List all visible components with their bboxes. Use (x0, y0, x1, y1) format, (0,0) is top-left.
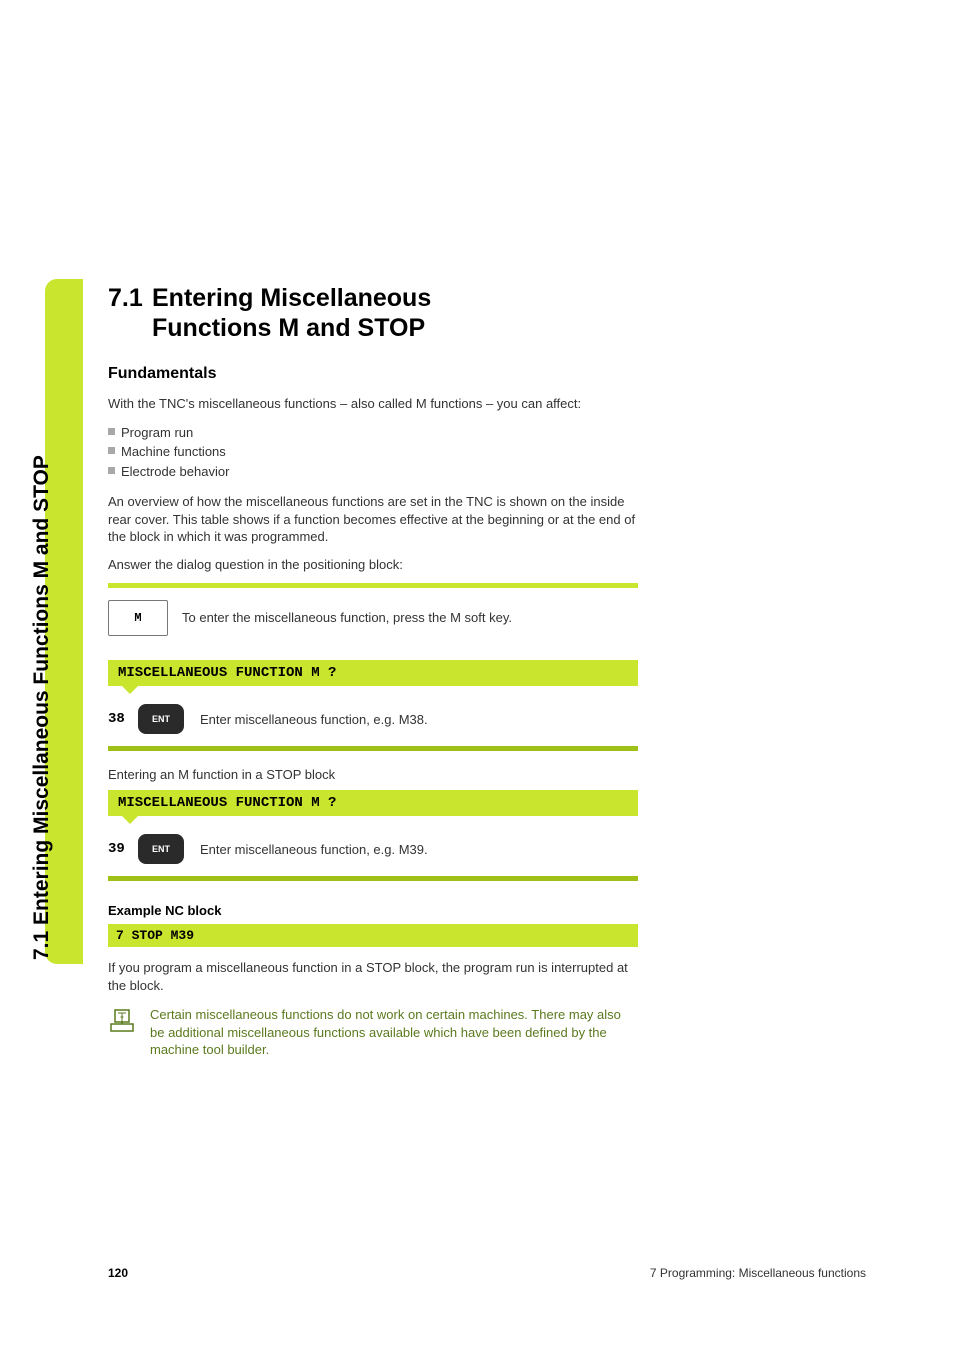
after-example-paragraph: If you program a miscellaneous function … (108, 959, 638, 994)
stop-intro: Entering an M function in a STOP block (108, 767, 638, 782)
bullet-icon (108, 467, 115, 474)
example-heading: Example NC block (108, 903, 638, 918)
divider (108, 746, 638, 751)
ent-key[interactable]: ENT (138, 834, 184, 864)
page-number: 120 (108, 1266, 128, 1280)
bullet-list: Program run Machine functions Electrode … (108, 423, 638, 482)
softkey-row: M To enter the miscellaneous function, p… (108, 600, 638, 636)
intro-paragraph: With the TNC's miscellaneous functions –… (108, 395, 638, 413)
main-content: 7.1Entering Miscellaneous Functions M an… (108, 283, 638, 1059)
note-row: Certain miscellaneous functions do not w… (108, 1006, 638, 1059)
sidebar-label: 7.1 Entering Miscellaneous Functions M a… (30, 455, 54, 960)
title-line-2: Functions M and STOP (152, 314, 425, 342)
input-description: Enter miscellaneous function, e.g. M38. (200, 712, 428, 727)
list-item: Machine functions (108, 442, 638, 462)
note-text: Certain miscellaneous functions do not w… (150, 1006, 638, 1059)
input-number: 39 (108, 841, 138, 857)
overview-paragraph: An overview of how the miscellaneous fun… (108, 493, 638, 546)
m-softkey[interactable]: M (108, 600, 168, 636)
prompt-bar: MISCELLANEOUS FUNCTION M ? (108, 790, 638, 816)
divider (108, 876, 638, 881)
section-number: 7.1 (108, 283, 152, 313)
prompt-bar: MISCELLANEOUS FUNCTION M ? (108, 660, 638, 686)
input-number: 38 (108, 711, 138, 727)
title-line-1: Entering Miscellaneous (152, 284, 431, 312)
code-block: 7 STOP M39 (108, 924, 638, 947)
divider (108, 583, 638, 588)
list-item: Electrode behavior (108, 462, 638, 482)
input-row: 38 ENT Enter miscellaneous function, e.g… (108, 704, 638, 734)
chapter-label: 7 Programming: Miscellaneous functions (650, 1266, 866, 1280)
bullet-icon (108, 447, 115, 454)
bullet-text: Program run (121, 423, 193, 443)
machine-note-icon (108, 1008, 140, 1059)
bullet-text: Machine functions (121, 442, 226, 462)
bullet-icon (108, 428, 115, 435)
page-title: 7.1Entering Miscellaneous Functions M an… (108, 283, 638, 343)
input-description: Enter miscellaneous function, e.g. M39. (200, 842, 428, 857)
bullet-text: Electrode behavior (121, 462, 229, 482)
subheading-fundamentals: Fundamentals (108, 365, 638, 383)
ent-key[interactable]: ENT (138, 704, 184, 734)
answer-paragraph: Answer the dialog question in the positi… (108, 556, 638, 574)
input-row: 39 ENT Enter miscellaneous function, e.g… (108, 834, 638, 864)
list-item: Program run (108, 423, 638, 443)
softkey-description: To enter the miscellaneous function, pre… (182, 609, 512, 627)
